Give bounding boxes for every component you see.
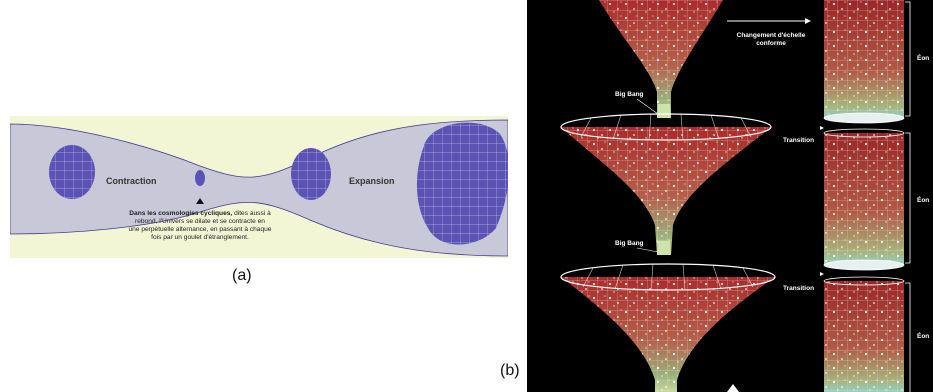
universe-band bbox=[10, 119, 508, 257]
caption-b: (b) bbox=[500, 362, 520, 379]
transition-marker-1-icon bbox=[820, 126, 824, 130]
caption-line-2: rebond, l'Univers se dilate et se contra… bbox=[135, 218, 265, 225]
neck-1 bbox=[658, 104, 670, 118]
big-bang-label-1: Big Bang bbox=[615, 91, 644, 98]
eon-bracket-2 bbox=[905, 132, 911, 264]
arrow-right-icon bbox=[805, 18, 811, 24]
universe-blob-right-large bbox=[417, 122, 508, 245]
transition-marker-2-icon bbox=[820, 272, 824, 276]
caption-a: (a) bbox=[232, 267, 252, 284]
universe-blob-right-medium bbox=[291, 148, 331, 200]
bottom-marker-icon bbox=[727, 384, 739, 392]
caption-line-4: fois par un goulet d'étranglement. bbox=[151, 234, 249, 241]
transition-label-1: Transition bbox=[783, 137, 814, 144]
cyclic-caption: Dans les cosmologies cycliques, dites au… bbox=[129, 210, 272, 241]
funnel-cone-1 bbox=[599, 0, 723, 118]
caption-line-3: une perpétuelle alternance, en passant à… bbox=[129, 226, 272, 233]
big-bang-leader-1 bbox=[636, 98, 659, 115]
neck-marker-icon bbox=[196, 198, 204, 204]
big-bang-label-2: Big Bang bbox=[615, 240, 644, 247]
conformal-cyclic-panel: Big Bang Big Bang Changement d'échelle c… bbox=[527, 0, 933, 392]
cyclic-cosmology-panel: Contraction Expansion Dans les cosmologi… bbox=[10, 116, 508, 258]
eon-column-1 bbox=[823, 0, 905, 124]
funnel-cone-2 bbox=[560, 113, 772, 255]
eon-column-3 bbox=[823, 276, 905, 392]
neck-2 bbox=[658, 241, 670, 255]
svg-text:Dans les cosmologies cycliques: Dans les cosmologies cycliques, dites au… bbox=[129, 210, 271, 217]
eon-label-1: Éon bbox=[917, 53, 929, 62]
eon-label-3: Éon bbox=[917, 331, 929, 340]
caption-bold: Dans les cosmologies cycliques, bbox=[129, 210, 232, 217]
eon-brackets bbox=[905, 1, 911, 392]
scale-change-label-line-1: Changement d'échelle bbox=[737, 32, 806, 39]
expansion-label: Expansion bbox=[349, 176, 395, 186]
eon-bracket-1 bbox=[905, 1, 911, 117]
eon-label-2: Éon bbox=[917, 195, 929, 204]
eon-column-2 bbox=[823, 128, 905, 271]
universe-blob-left bbox=[49, 145, 95, 199]
caption-line-1: dites aussi à bbox=[232, 210, 271, 217]
big-bang-leader-2 bbox=[636, 247, 659, 253]
scale-change-label-line-2: conforme bbox=[756, 40, 786, 47]
contraction-label: Contraction bbox=[106, 176, 157, 186]
funnel-cone-3 bbox=[560, 263, 776, 392]
universe-blob-neck bbox=[195, 170, 205, 186]
transition-label-2: Transition bbox=[783, 285, 814, 292]
eon-bracket-3 bbox=[905, 282, 911, 392]
